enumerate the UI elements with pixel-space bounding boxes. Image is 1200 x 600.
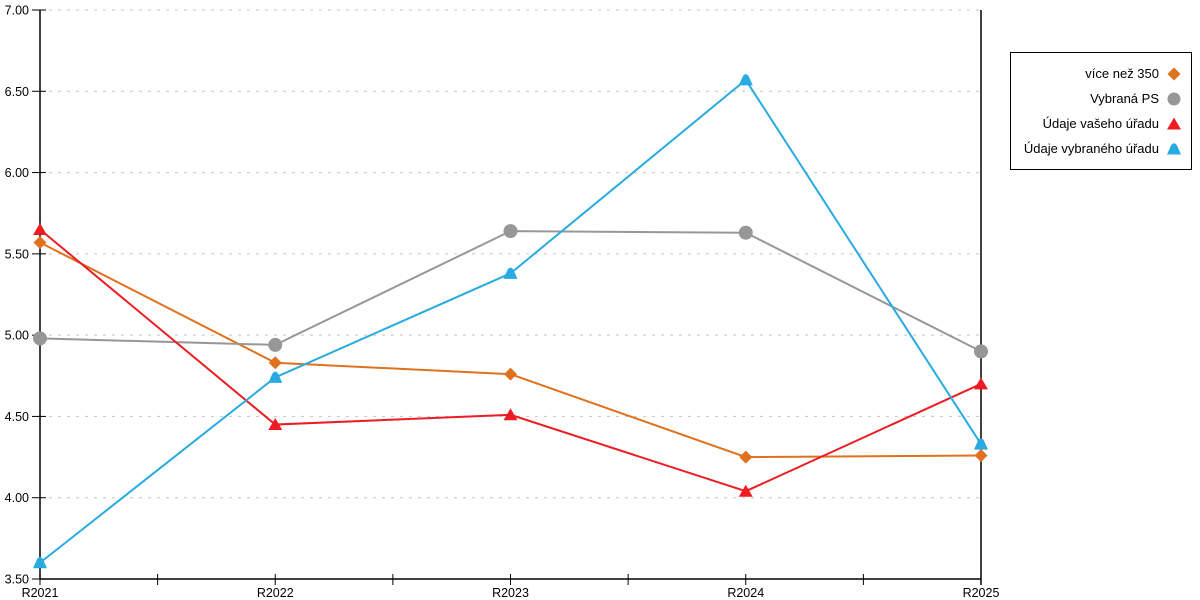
legend-item: Vybraná PS bbox=[1015, 91, 1182, 106]
x-axis-label: R2023 bbox=[492, 586, 529, 600]
data-point-marker bbox=[974, 438, 988, 450]
data-point-marker bbox=[504, 367, 517, 381]
data-point-marker bbox=[503, 267, 518, 279]
legend-label: Údaje vašeho úřadu bbox=[1042, 116, 1159, 131]
series-line-3 bbox=[39, 78, 982, 564]
legend-label: Údaje vybraného úřadu bbox=[1023, 141, 1159, 156]
data-point-marker bbox=[739, 450, 753, 464]
x-axis-label: R2021 bbox=[22, 586, 59, 600]
data-point-marker bbox=[738, 225, 753, 240]
y-axis-label: 3.50 bbox=[5, 573, 29, 587]
diamond-marker-icon bbox=[1167, 67, 1181, 80]
data-point-marker bbox=[33, 235, 47, 249]
y-axis-label: 4.00 bbox=[5, 491, 29, 505]
data-point-marker bbox=[503, 408, 518, 421]
data-point-marker bbox=[268, 356, 282, 370]
y-axis-label: 7.00 bbox=[5, 4, 29, 18]
chart-legend: více než 350 Vybraná PS Údaje vašeho úřadu… bbox=[1010, 52, 1192, 170]
y-axis-label: 6.50 bbox=[5, 85, 29, 99]
x-axis-label: R2025 bbox=[963, 586, 1000, 600]
data-point-marker bbox=[974, 344, 988, 359]
data-point-marker bbox=[33, 331, 47, 346]
triangle-round-marker-icon bbox=[1167, 142, 1181, 154]
legend-item: Údaje vybraného úřadu bbox=[1015, 141, 1182, 156]
data-point-marker bbox=[268, 418, 283, 431]
triangle-marker-icon bbox=[1167, 117, 1181, 129]
data-point-marker bbox=[33, 222, 47, 235]
data-point-marker bbox=[738, 484, 753, 497]
series-line-1 bbox=[39, 230, 982, 353]
y-axis-label: 5.00 bbox=[5, 329, 29, 343]
data-point-marker bbox=[974, 448, 988, 462]
data-point-marker bbox=[33, 556, 47, 569]
y-axis-label: 4.50 bbox=[5, 410, 29, 424]
x-axis-label: R2024 bbox=[727, 586, 764, 600]
y-axis-label: 6.00 bbox=[5, 166, 29, 180]
legend-label: Vybraná PS bbox=[1090, 91, 1159, 106]
data-point-marker bbox=[974, 377, 988, 390]
legend-item: Údaje vašeho úřadu bbox=[1015, 116, 1182, 131]
circle-marker-icon bbox=[1167, 92, 1181, 105]
data-point-marker bbox=[503, 224, 518, 239]
x-axis-label: R2022 bbox=[257, 586, 294, 600]
y-axis-label: 5.50 bbox=[5, 247, 29, 261]
legend-label: více než 350 bbox=[1085, 66, 1159, 81]
data-point-marker bbox=[268, 371, 283, 383]
legend-item: více než 350 bbox=[1015, 66, 1182, 81]
data-point-marker bbox=[268, 337, 283, 352]
data-point-marker bbox=[738, 74, 753, 86]
